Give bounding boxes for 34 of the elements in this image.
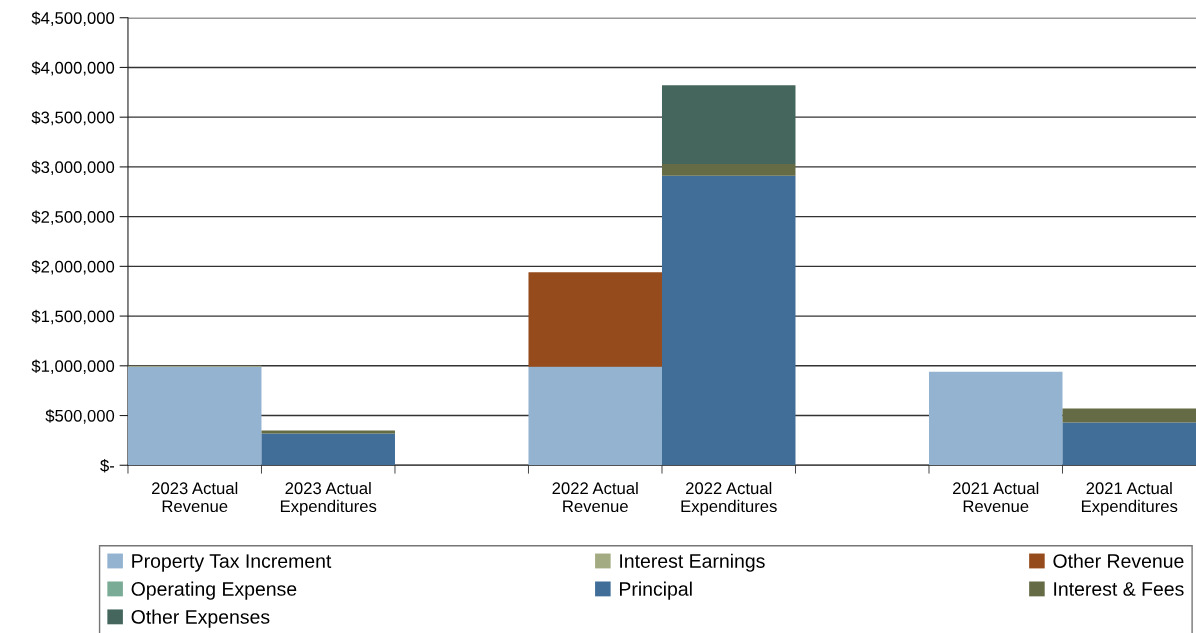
- x-tick-label: 2022 Actual Expenditures: [681, 481, 777, 516]
- legend-label: Property Tax Increment: [132, 554, 332, 572]
- bar: [127, 366, 262, 466]
- bar: [1062, 422, 1196, 466]
- legend-label: Interest Earnings: [620, 553, 765, 572]
- y-tick-label: $1,000,000: [31, 359, 115, 374]
- bar: [928, 371, 1063, 466]
- x-tick-label: 2021 Actual Revenue: [953, 481, 1039, 513]
- y-tick-label: $500,000: [45, 409, 115, 424]
- y-tick-label: $3,500,000: [31, 110, 115, 126]
- y-tick-label: $2,500,000: [31, 210, 115, 225]
- x-tick-label: 2023 Actual Expenditures: [280, 481, 377, 516]
- y-tick-label: $3,000,000: [31, 160, 115, 176]
- bar: [261, 430, 395, 434]
- legend-label: Other Revenue: [1053, 553, 1184, 568]
- y-tick-label: $2,000,000: [31, 260, 115, 275]
- bar: [661, 175, 796, 466]
- y-tick-label: $-: [100, 458, 115, 473]
- legend-label: Other Expenses: [131, 609, 270, 628]
- bar: [1062, 408, 1196, 423]
- y-tick-label: $1,500,000: [31, 309, 115, 325]
- x-tick-label: 2022 Actual Revenue: [552, 481, 638, 513]
- legend-label: Principal: [620, 581, 692, 600]
- y-tick-label: $4,500,000: [31, 11, 115, 26]
- bar: [661, 163, 796, 176]
- legend-label: Operating Expense: [131, 581, 297, 600]
- bar: [528, 366, 662, 466]
- x-tick-label: 2021 Actual Expenditures: [1081, 481, 1178, 516]
- bar: [261, 433, 395, 466]
- bar: [528, 272, 662, 367]
- bar: [661, 85, 796, 164]
- legend-label: Interest & Fees: [1054, 582, 1184, 596]
- y-tick-label: $4,000,000: [31, 61, 115, 76]
- x-tick-label: 2023 Actual Revenue: [152, 481, 238, 513]
